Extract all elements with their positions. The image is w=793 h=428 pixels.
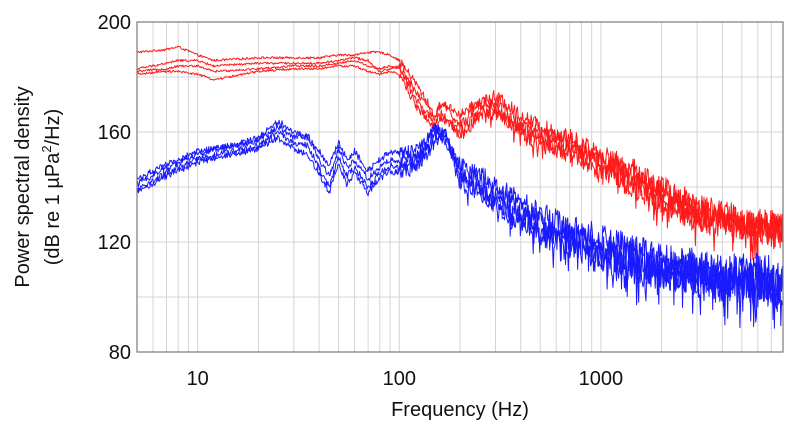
red-series-line: [137, 64, 783, 264]
x-axis-label: Frequency (Hz): [391, 399, 529, 421]
plot-frame: [136, 21, 784, 353]
x-tick-label: 1000: [579, 368, 624, 390]
blue-series-line: [137, 128, 783, 329]
red-series-line: [137, 56, 783, 258]
y-axis-label-suffix: /Hz): [42, 109, 64, 146]
y-tick-label: 200: [98, 12, 131, 34]
x-tick-label: 10: [187, 368, 209, 390]
y-axis-label-line1: Power spectral density: [12, 86, 34, 287]
y-axis-label-prefix: (dB re 1 µPa: [42, 152, 64, 266]
series-layer: [137, 45, 783, 329]
y-axis-label-line2: (dB re 1 µPa2/Hz): [39, 109, 64, 266]
x-tick-label: 100: [383, 368, 416, 390]
tick-labels: 10 100 1000 80 120 160 200: [98, 12, 624, 390]
y-tick-label: 120: [98, 232, 131, 254]
y-axis-label-superscript: 2: [39, 145, 54, 152]
y-tick-label: 80: [109, 342, 131, 364]
red-series-line: [137, 60, 783, 259]
blue-series-line: [137, 123, 783, 319]
y-tick-label: 160: [98, 122, 131, 144]
